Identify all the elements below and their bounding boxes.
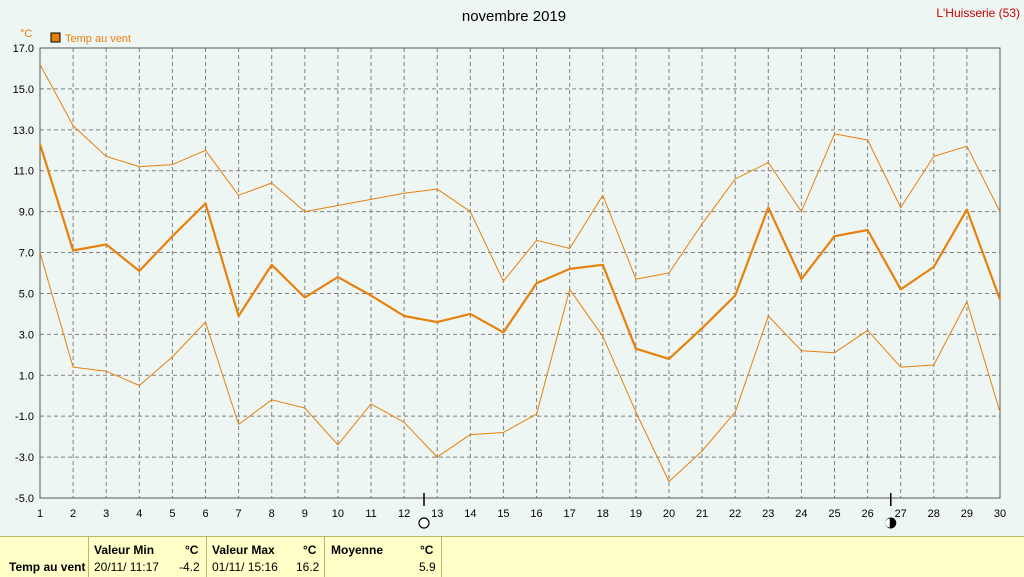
y-tick-label: 11.0 bbox=[13, 166, 34, 178]
plot-frame bbox=[39, 47, 1001, 499]
y-tick-label: -5.0 bbox=[15, 493, 34, 505]
x-tick-label: 14 bbox=[464, 508, 476, 520]
x-tick-label: 24 bbox=[795, 508, 807, 520]
location-label: L'Huisserie (53) bbox=[936, 6, 1020, 20]
y-tick-label: 1.0 bbox=[19, 370, 34, 382]
series-max-line bbox=[39, 64, 1001, 282]
series-min-line bbox=[39, 252, 1001, 483]
x-tick-label: 25 bbox=[828, 508, 840, 520]
series-mean-line bbox=[38, 143, 1002, 360]
x-tick-label: 20 bbox=[663, 508, 675, 520]
x-tick-label: 9 bbox=[302, 508, 308, 520]
y-tick-label: 13.0 bbox=[13, 125, 34, 137]
y-tick-label: 15.0 bbox=[13, 84, 34, 96]
full-moon-icon bbox=[418, 517, 430, 529]
x-tick-label: 28 bbox=[928, 508, 940, 520]
x-tick-label: 19 bbox=[630, 508, 642, 520]
chart-axes bbox=[39, 47, 1001, 499]
y-tick-label: -1.0 bbox=[15, 411, 34, 423]
avg-value: 5.9 bbox=[419, 560, 436, 574]
x-tick-label: 7 bbox=[236, 508, 242, 520]
stats-row-label: Temp au vent bbox=[9, 560, 86, 574]
x-tick-label: 30 bbox=[994, 508, 1006, 520]
y-tick-label: 7.0 bbox=[19, 248, 34, 260]
x-tick-label: 8 bbox=[269, 508, 275, 520]
avg-header: Moyenne bbox=[331, 543, 384, 557]
x-tick-label: 3 bbox=[103, 508, 109, 520]
y-tick-label: -3.0 bbox=[15, 452, 34, 464]
moon-phases bbox=[418, 493, 897, 529]
chart-grid bbox=[39, 47, 1001, 499]
chart-title: novembre 2019 bbox=[462, 8, 566, 25]
x-tick-label: 18 bbox=[597, 508, 609, 520]
x-tick-label: 13 bbox=[431, 508, 443, 520]
chart-series bbox=[38, 64, 1002, 483]
max-unit: °C bbox=[303, 543, 317, 557]
x-tick-label: 11 bbox=[365, 508, 376, 520]
y-tick-label: 3.0 bbox=[19, 329, 34, 341]
stats-separator bbox=[324, 537, 325, 577]
min-unit: °C bbox=[185, 543, 199, 557]
x-tick-label: 4 bbox=[136, 508, 142, 520]
x-tick-label: 23 bbox=[762, 508, 774, 520]
x-tick-label: 21 bbox=[696, 508, 708, 520]
temperature-chart: 17.0 15.0 13.0 11.0 9.0 7.0 5.0 3.0 1.0 -1.0 -3.0 -… bbox=[13, 6, 1020, 529]
y-axis-unit: °C bbox=[20, 28, 32, 40]
max-date: 01/11/ 15:16 bbox=[212, 560, 278, 574]
max-value: 16.2 bbox=[296, 560, 320, 574]
x-tick-label: 22 bbox=[729, 508, 741, 520]
x-tick-label: 10 bbox=[332, 508, 344, 520]
max-header: Valeur Max bbox=[212, 543, 275, 557]
x-tick-label: 27 bbox=[895, 508, 907, 520]
min-value: -4.2 bbox=[179, 560, 200, 574]
x-tick-label: 2 bbox=[70, 508, 76, 520]
x-tick-label: 16 bbox=[530, 508, 542, 520]
chart-labels: 17.0 15.0 13.0 11.0 9.0 7.0 5.0 3.0 1.0 -1.0 -3.0 -… bbox=[13, 6, 1020, 520]
stats-row-label-cell: Temp au vent bbox=[0, 537, 88, 577]
new-moon-highlight bbox=[885, 518, 890, 528]
x-tick-label: 12 bbox=[398, 508, 410, 520]
min-date: 20/11/ 11:17 bbox=[94, 560, 159, 574]
stats-separator bbox=[441, 537, 442, 577]
x-tick-label: 6 bbox=[202, 508, 208, 520]
x-tick-label: 5 bbox=[169, 508, 175, 520]
x-tick-label: 26 bbox=[861, 508, 873, 520]
y-tick-label: 9.0 bbox=[19, 207, 34, 219]
x-tick-label: 29 bbox=[961, 508, 973, 520]
legend-swatch bbox=[50, 32, 61, 43]
stats-separator bbox=[206, 537, 207, 577]
x-tick-label: 1 bbox=[37, 508, 43, 520]
stats-panel: Temp au vent Valeur Min °C 20/11/ 11:17 … bbox=[0, 536, 1024, 577]
legend-label: Temp au vent bbox=[65, 33, 131, 45]
min-header: Valeur Min bbox=[94, 543, 155, 557]
stats-separator bbox=[88, 537, 89, 577]
y-tick-label: 17.0 bbox=[13, 43, 34, 55]
y-tick-label: 5.0 bbox=[19, 288, 34, 300]
x-tick-label: 17 bbox=[564, 508, 576, 520]
x-tick-label: 15 bbox=[497, 508, 509, 520]
avg-unit: °C bbox=[420, 543, 434, 557]
